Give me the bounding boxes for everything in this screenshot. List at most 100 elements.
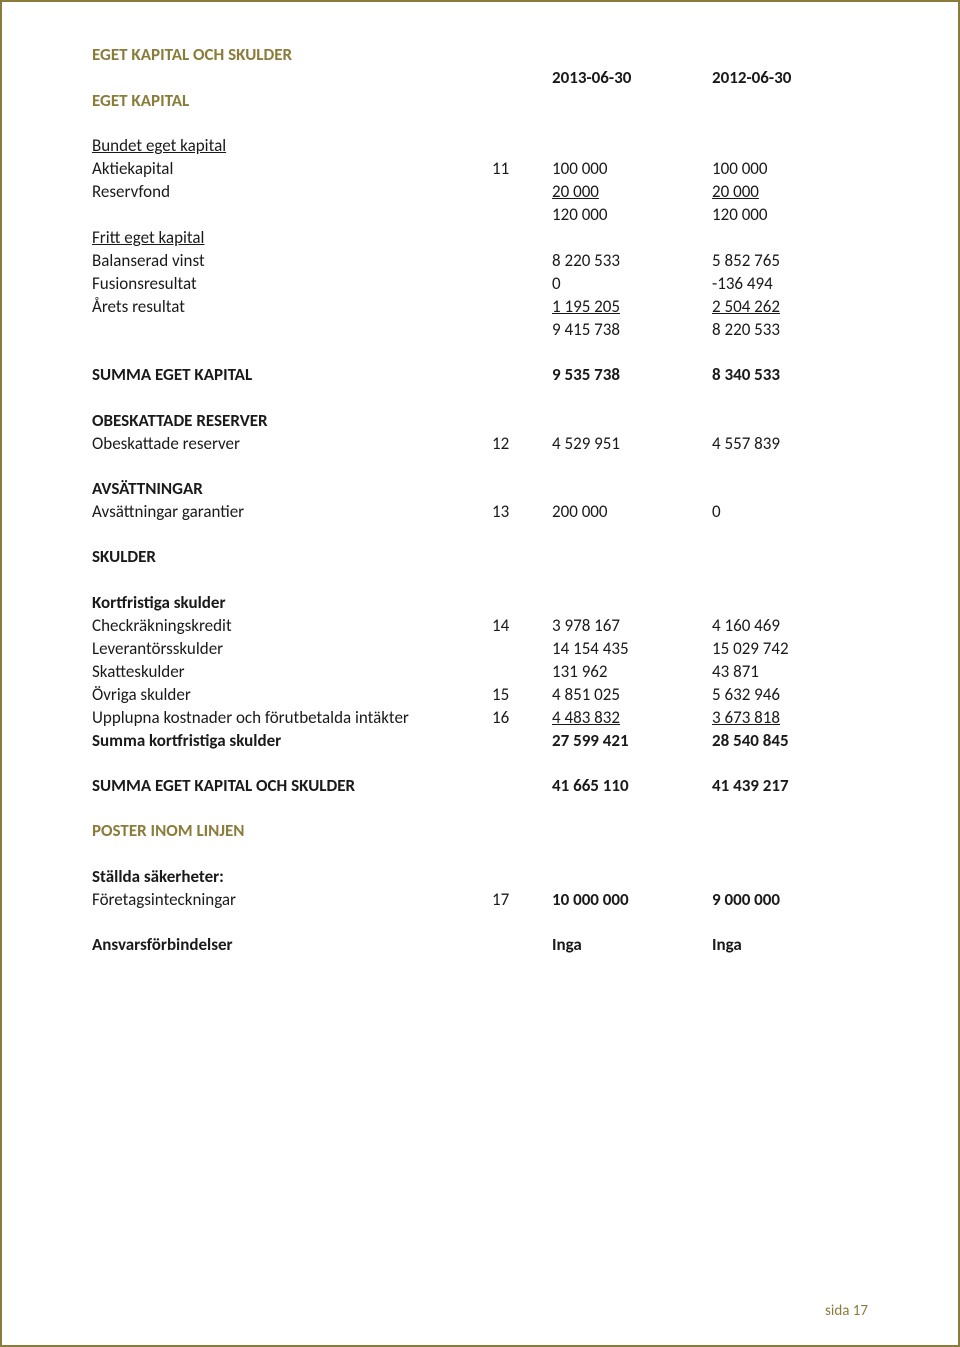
- row-note: 14: [492, 615, 552, 638]
- row-value-2: 43 871: [712, 661, 872, 684]
- section-row: SKULDER: [92, 546, 872, 569]
- table-row: Ansvarsförbindelser Inga Inga: [92, 934, 872, 957]
- row-label: Aktiekapital: [92, 158, 492, 181]
- col-header-2: 2012-06-30: [712, 67, 872, 90]
- table-row: Aktiekapital 11 100 000 100 000: [92, 158, 872, 181]
- section-row: EGET KAPITAL: [92, 90, 872, 113]
- row-value-2: 0: [712, 501, 872, 524]
- table-row: Checkräkningskredit 14 3 978 167 4 160 4…: [92, 615, 872, 638]
- row-label: Skatteskulder: [92, 661, 492, 684]
- table-row: Företagsinteckningar 17 10 000 000 9 000…: [92, 889, 872, 912]
- table-row: Upplupna kostnader och förutbetalda intä…: [92, 707, 872, 730]
- table-row: 9 415 738 8 220 533: [92, 319, 872, 342]
- row-value-2: 28 540 845: [712, 730, 872, 753]
- row-label: Övriga skulder: [92, 684, 492, 707]
- section-eget-kapital: EGET KAPITAL: [92, 90, 492, 113]
- row-value-1: 9 415 738: [552, 319, 712, 342]
- table-row: 120 000 120 000: [92, 204, 872, 227]
- avs-header: AVSÄTTNINGAR: [92, 478, 492, 501]
- row-value-2: 100 000: [712, 158, 872, 181]
- row-value-1: 120 000: [552, 204, 712, 227]
- row-value-2: 15 029 742: [712, 638, 872, 661]
- obeskattade-header: OBESKATTADE RESERVER: [92, 410, 492, 433]
- skulder-header: SKULDER: [92, 546, 492, 569]
- table-row: Balanserad vinst 8 220 533 5 852 765: [92, 250, 872, 273]
- row-value-2: 8 220 533: [712, 319, 872, 342]
- row-value-1: 41 665 110: [552, 775, 712, 798]
- row-value-1: 27 599 421: [552, 730, 712, 753]
- row-note: 13: [492, 501, 552, 524]
- column-header-row: 2013-06-30 2012-06-30: [92, 67, 872, 90]
- row-value-1: 200 000: [552, 501, 712, 524]
- row-note: 16: [492, 707, 552, 730]
- row-label: Årets resultat: [92, 296, 492, 319]
- table-row: Avsättningar garantier 13 200 000 0: [92, 501, 872, 524]
- ansvar-label: Ansvarsförbindelser: [92, 934, 492, 957]
- row-label: Företagsinteckningar: [92, 889, 492, 912]
- row-value-2: 4 160 469: [712, 615, 872, 638]
- row-label: Reservfond: [92, 181, 492, 204]
- table-row: SUMMA EGET KAPITAL 9 535 738 8 340 533: [92, 364, 872, 387]
- table-row: SUMMA EGET KAPITAL OCH SKULDER 41 665 11…: [92, 775, 872, 798]
- table-row: Fusionsresultat 0 -136 494: [92, 273, 872, 296]
- kortfr-header: Kortfristiga skulder: [92, 592, 492, 615]
- table-row: Bundet eget kapital: [92, 135, 872, 158]
- row-value-1: 10 000 000: [552, 889, 712, 912]
- row-label: Balanserad vinst: [92, 250, 492, 273]
- row-value-2: 9 000 000: [712, 889, 872, 912]
- fritt-header: Fritt eget kapital: [92, 227, 492, 250]
- row-label: Leverantörsskulder: [92, 638, 492, 661]
- col-header-1: 2013-06-30: [552, 67, 712, 90]
- section-row: AVSÄTTNINGAR: [92, 478, 872, 501]
- row-label: Upplupna kostnader och förutbetalda intä…: [92, 707, 492, 730]
- row-value-2: 41 439 217: [712, 775, 872, 798]
- row-value-2: Inga: [712, 934, 872, 957]
- row-value-1: 1 195 205: [552, 296, 712, 319]
- row-value-2: 4 557 839: [712, 433, 872, 456]
- table-row: Ställda säkerheter:: [92, 866, 872, 889]
- poster-header: POSTER INOM LINJEN: [92, 820, 492, 843]
- table-row: Skatteskulder 131 962 43 871: [92, 661, 872, 684]
- table-row: Övriga skulder 15 4 851 025 5 632 946: [92, 684, 872, 707]
- row-value-1: Inga: [552, 934, 712, 957]
- row-label: Obeskattade reserver: [92, 433, 492, 456]
- row-label: Avsättningar garantier: [92, 501, 492, 524]
- bundet-header: Bundet eget kapital: [92, 135, 492, 158]
- row-value-1: 8 220 533: [552, 250, 712, 273]
- row-value-2: 120 000: [712, 204, 872, 227]
- row-value-2: 5 632 946: [712, 684, 872, 707]
- row-value-1: 4 851 025: [552, 684, 712, 707]
- row-value-1: 4 483 832: [552, 707, 712, 730]
- page-footer: sida 17: [825, 1301, 868, 1321]
- table-row: Summa kortfristiga skulder 27 599 421 28…: [92, 730, 872, 753]
- row-note: 11: [492, 158, 552, 181]
- row-value-1: 20 000: [552, 181, 712, 204]
- summa-ek-label: SUMMA EGET KAPITAL: [92, 364, 492, 387]
- section-row: OBESKATTADE RESERVER: [92, 410, 872, 433]
- page-title: EGET KAPITAL OCH SKULDER: [92, 44, 492, 67]
- row-value-1: 3 978 167: [552, 615, 712, 638]
- table-row: Fritt eget kapital: [92, 227, 872, 250]
- row-value-2: -136 494: [712, 273, 872, 296]
- table-row: Obeskattade reserver 12 4 529 951 4 557 …: [92, 433, 872, 456]
- row-value-1: 9 535 738: [552, 364, 712, 387]
- table-row: Reservfond 20 000 20 000: [92, 181, 872, 204]
- summa-total-label: SUMMA EGET KAPITAL OCH SKULDER: [92, 775, 492, 798]
- row-note: 17: [492, 889, 552, 912]
- table-row: Kortfristiga skulder: [92, 592, 872, 615]
- row-value-2: 8 340 533: [712, 364, 872, 387]
- row-value-1: 0: [552, 273, 712, 296]
- row-note: 12: [492, 433, 552, 456]
- table-row: Årets resultat 1 195 205 2 504 262: [92, 296, 872, 319]
- document-page: EGET KAPITAL OCH SKULDER 2013-06-30 2012…: [0, 0, 960, 1347]
- section-row: POSTER INOM LINJEN: [92, 820, 872, 843]
- row-value-1: 14 154 435: [552, 638, 712, 661]
- summa-kort-label: Summa kortfristiga skulder: [92, 730, 492, 753]
- row-value-2: 3 673 818: [712, 707, 872, 730]
- table-row: Leverantörsskulder 14 154 435 15 029 742: [92, 638, 872, 661]
- row-value-2: 5 852 765: [712, 250, 872, 273]
- row-value-1: 100 000: [552, 158, 712, 181]
- row-label: Fusionsresultat: [92, 273, 492, 296]
- row-value-1: 4 529 951: [552, 433, 712, 456]
- row-label: Checkräkningskredit: [92, 615, 492, 638]
